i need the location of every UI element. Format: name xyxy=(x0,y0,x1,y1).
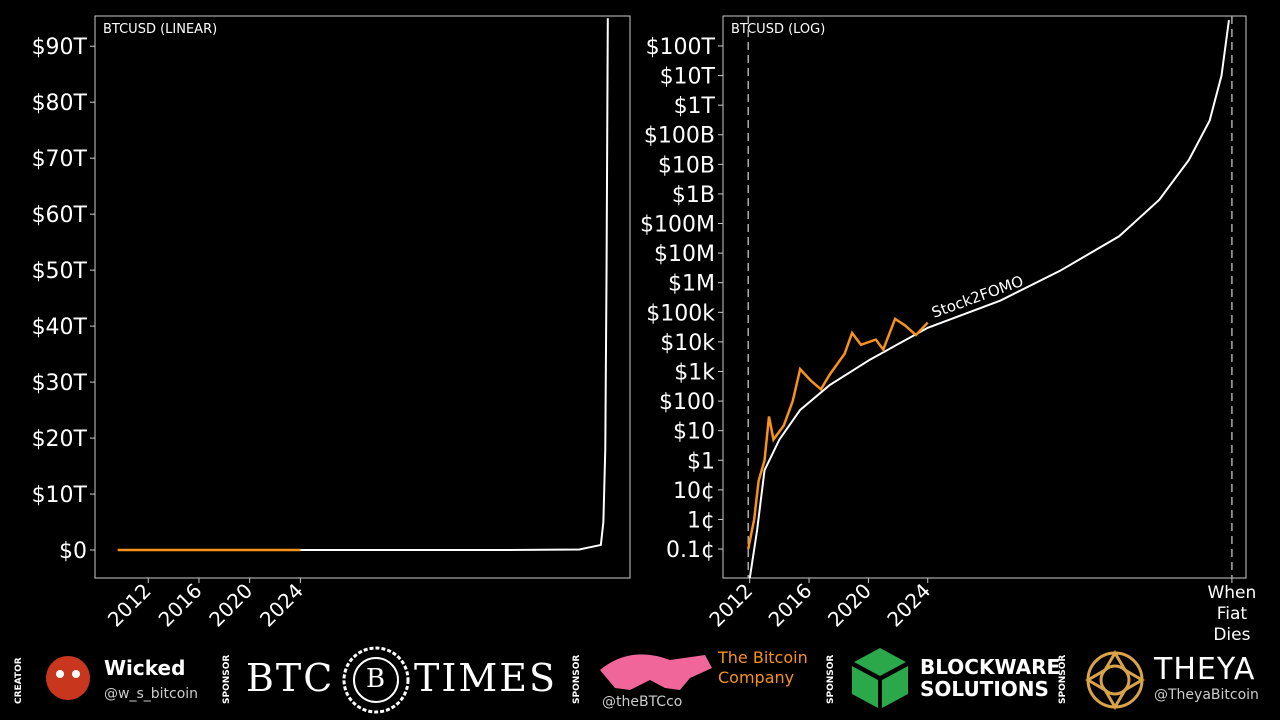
x-tick-label: 2024 xyxy=(882,579,935,632)
sponsor-name: BLOCKWARE SOLUTIONS xyxy=(920,655,1061,701)
y-tick-label: $100T xyxy=(646,35,716,60)
y-tick-label: 1¢ xyxy=(687,508,715,533)
series-line xyxy=(746,316,929,550)
x-tick-label: 2020 xyxy=(204,579,257,632)
y-tick-label: $100M xyxy=(640,213,715,238)
sponsor-name: BTC xyxy=(246,656,335,700)
sponsor-name: THEYA xyxy=(1154,652,1256,687)
role-label: SPONSOR xyxy=(1058,654,1068,704)
y-tick-label: $100k xyxy=(646,301,715,326)
y-tick-label: $1 xyxy=(687,449,715,474)
x-tick-label: 2016 xyxy=(154,579,207,632)
y-tick-label: $10T xyxy=(660,65,716,90)
role-label: SPONSOR xyxy=(572,654,582,704)
chart-title: BTCUSD (LINEAR) xyxy=(103,22,217,37)
x-tick-label: 2024 xyxy=(255,579,308,632)
sponsor-name: TIMES xyxy=(414,656,558,700)
y-tick-label: $90T xyxy=(32,35,88,60)
y-tick-label: $100 xyxy=(659,390,715,415)
btctimes-logo xyxy=(353,657,399,703)
y-tick-label: $100B xyxy=(644,124,715,149)
y-tick-label: $70T xyxy=(32,147,88,172)
creator-logo-eye xyxy=(56,670,64,678)
role-label: SPONSOR xyxy=(222,654,232,704)
y-tick-label: 0.1¢ xyxy=(666,538,715,563)
role-label: CREATOR xyxy=(14,657,24,704)
plot-area xyxy=(722,15,1247,579)
y-tick-label: $50T xyxy=(32,259,88,284)
y-tick-label: $1M xyxy=(668,272,715,297)
blockware-logo xyxy=(852,648,908,708)
series-line xyxy=(117,18,609,552)
sponsor-handle: @theBTCco xyxy=(602,694,683,710)
y-tick-label: $20T xyxy=(32,427,88,452)
y-tick-label: $10M xyxy=(654,242,715,267)
role-label: SPONSOR xyxy=(826,654,836,704)
x-tick-label: 2012 xyxy=(704,579,757,632)
sponsor-handle: @TheyaBitcoin xyxy=(1154,687,1259,703)
x-tick-label: 2020 xyxy=(823,579,876,632)
y-tick-label: $10 xyxy=(673,420,715,445)
btctimes-logo xyxy=(342,646,410,714)
x-tick-label: 2012 xyxy=(103,579,156,632)
creator-logo-eye xyxy=(72,670,80,678)
sponsor-name: The Bitcoin Company xyxy=(718,648,808,687)
sponsor-logo-letter: B xyxy=(366,664,386,694)
y-tick-label: $30T xyxy=(32,371,88,396)
bitcoin-company-logo xyxy=(600,654,712,690)
y-tick-label: $60T xyxy=(32,203,88,228)
theya-logo xyxy=(1085,650,1145,710)
plot-area xyxy=(94,15,631,579)
y-tick-label: $80T xyxy=(32,91,88,116)
series-line xyxy=(748,19,1230,578)
y-tick-label: $0 xyxy=(59,539,87,564)
y-tick-label: $10k xyxy=(660,331,715,356)
y-tick-label: $10T xyxy=(32,483,88,508)
creator-name: Wicked xyxy=(104,656,186,680)
y-tick-label: $1T xyxy=(674,94,716,119)
creator-logo xyxy=(46,656,90,700)
chart-title: BTCUSD (LOG) xyxy=(731,22,825,37)
y-tick-label: $40T xyxy=(32,315,88,340)
creator-handle: @w_s_bitcoin xyxy=(104,686,199,702)
y-tick-label: 10¢ xyxy=(673,479,715,504)
y-tick-label: $1B xyxy=(672,183,715,208)
x-tick-label: 2016 xyxy=(764,579,817,632)
y-tick-label: $1k xyxy=(674,360,715,385)
x-tick-label: When Fiat Dies xyxy=(1207,583,1257,645)
y-tick-label: $10B xyxy=(658,153,715,178)
